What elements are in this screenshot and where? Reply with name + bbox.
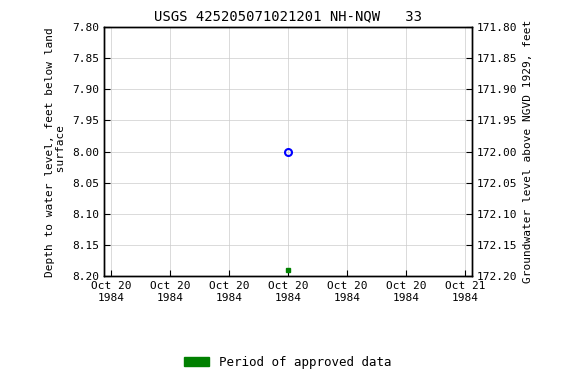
Legend: Period of approved data: Period of approved data [179,351,397,374]
Y-axis label: Depth to water level, feet below land
 surface: Depth to water level, feet below land su… [45,27,66,276]
Y-axis label: Groundwater level above NGVD 1929, feet: Groundwater level above NGVD 1929, feet [523,20,533,283]
Title: USGS 425205071021201 NH-NQW   33: USGS 425205071021201 NH-NQW 33 [154,9,422,23]
